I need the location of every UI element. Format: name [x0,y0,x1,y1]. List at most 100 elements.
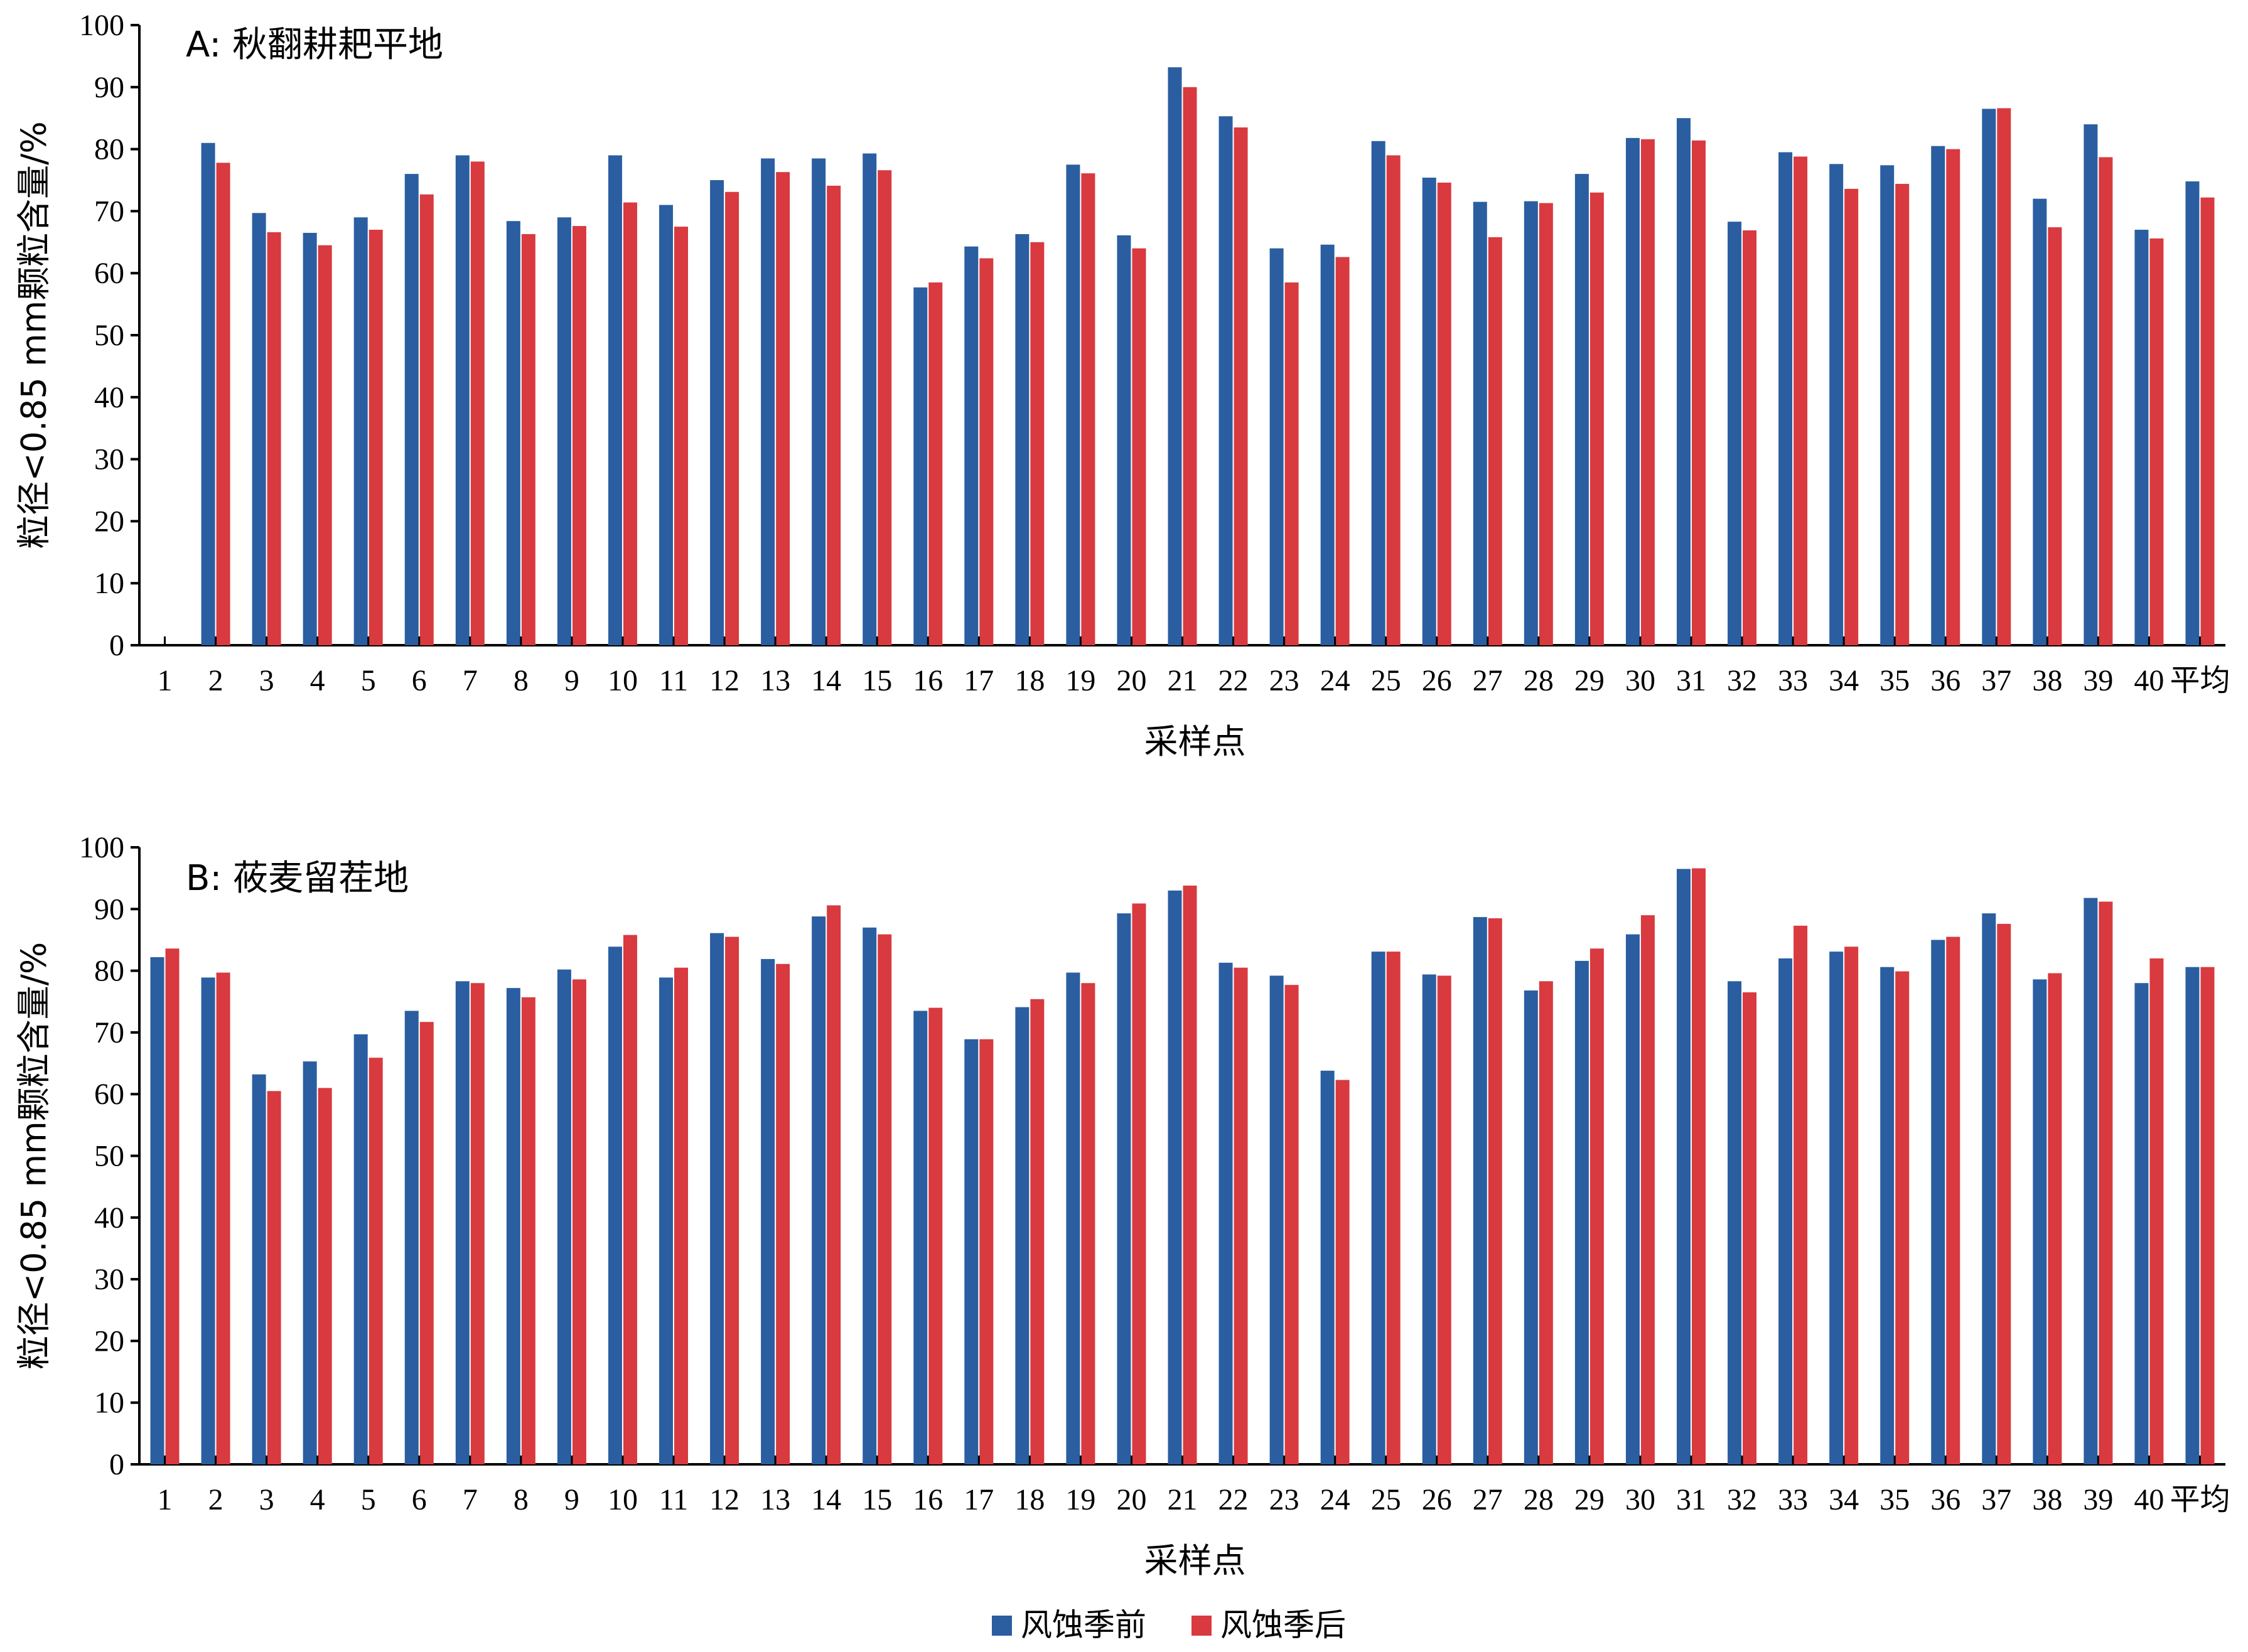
bar-before [1168,67,1182,645]
bar-before [913,287,928,645]
x-tick-label: 36 [1930,1483,1960,1516]
bar-before [2185,967,2200,1464]
bar-after [1335,257,1350,646]
bar-after [216,972,230,1464]
bar-before [1371,141,1385,646]
bar-after [1284,282,1299,645]
x-tick-label: 34 [1829,1483,1859,1516]
x-tick-label: 9 [564,1483,579,1516]
bar-after [674,227,689,646]
bar-after [1132,903,1146,1464]
x-tick-label: 39 [2083,664,2113,697]
bar-before [2033,198,2047,645]
bar-before [1218,962,1233,1464]
x-tick-label: 7 [463,1483,478,1516]
x-tick-label: 22 [1218,664,1249,697]
y-tick-label: 100 [79,9,124,42]
bar-before [1066,164,1080,645]
bar-before [353,1034,368,1464]
bar-before [1015,233,1030,645]
bar-after [928,1007,943,1464]
bar-before [557,217,571,645]
y-tick-label: 70 [94,1016,124,1049]
y-axis-title: 粒径<0.85 mm颗粒含量/% [14,942,54,1370]
x-tick-label: 34 [1829,664,1859,697]
bar-before [150,957,164,1464]
bar-after [1030,999,1045,1464]
x-tick-label: 1 [158,664,173,697]
bar-before [1880,967,1895,1464]
bar-after [267,1091,281,1464]
x-tick-label: 2 [208,1483,223,1516]
y-tick-label: 60 [94,257,124,290]
x-tick-label: 21 [1168,1483,1198,1516]
bar-before [455,981,470,1464]
bar-before [1473,201,1487,646]
bar-after [1539,203,1553,645]
x-tick-label: 35 [1880,1483,1910,1516]
x-tick-label: 18 [1014,664,1045,697]
x-tick-label: 27 [1473,1483,1503,1516]
bar-after [1691,868,1706,1464]
bar-after [2149,238,2164,645]
bar-after [1081,983,1095,1464]
bar-after [572,226,586,645]
bar-after [165,948,180,1464]
bar-before [761,158,775,646]
x-tick-label: 19 [1065,1483,1095,1516]
bar-before [2033,979,2047,1464]
x-tick-label: 36 [1930,664,1960,697]
bar-after [1284,985,1299,1464]
bar-after [318,245,332,645]
y-tick-label: 80 [94,133,124,166]
x-tick-label: 13 [760,664,790,697]
x-tick-label: 32 [1727,664,1757,697]
bar-after [1234,967,1248,1464]
bar-before [404,1011,419,1464]
x-tick-label: 11 [659,664,688,697]
y-axis-title: 粒径<0.85 mm颗粒含量/% [14,121,54,549]
y-tick-label: 20 [94,505,124,538]
bar-after [2099,901,2113,1464]
bar-before [710,933,724,1464]
legend: 风蚀季前 风蚀季后 [992,1607,1346,1643]
x-tick-label: 30 [1625,664,1655,697]
bar-after [1946,936,1960,1464]
x-tick-label: 12 [709,1483,739,1516]
x-tick-label: 17 [964,1483,994,1516]
bar-after [979,258,994,645]
x-tick-label: 15 [862,1483,892,1516]
legend-swatch-before [992,1616,1012,1636]
x-tick-label: 23 [1269,1483,1299,1516]
x-tick-label: 10 [608,664,638,697]
y-tick-label: 0 [109,629,124,662]
bar-before [1931,146,1945,645]
bar-before [863,927,877,1464]
y-tick-label: 30 [94,443,124,476]
bar-before [913,1011,928,1464]
y-tick-label: 20 [94,1324,124,1358]
bar-before [303,1061,317,1464]
bar-after [1743,992,1757,1464]
bar-before [1168,890,1182,1464]
x-tick-label: 10 [608,1483,638,1516]
x-tick-label: 20 [1116,664,1146,697]
bar-after [521,997,535,1464]
bar-after [1743,230,1757,645]
x-tick-label: 5 [361,1483,376,1516]
x-tick-label: 27 [1473,664,1503,697]
bar-after [1335,1080,1350,1464]
y-tick-label: 100 [79,831,124,864]
bar-after [776,172,790,645]
x-tick-label: 33 [1778,1483,1808,1516]
bar-before [201,142,215,646]
x-tick-label: 31 [1676,664,1706,697]
bar-after [318,1088,332,1464]
x-tick-label: 7 [463,664,478,697]
bar-before [1676,869,1691,1464]
x-tick-label: 24 [1320,664,1350,697]
y-tick-label: 50 [94,1140,124,1173]
panel-title: A: 秋翻耕耙平地 [186,24,443,65]
bar-after [725,191,739,646]
